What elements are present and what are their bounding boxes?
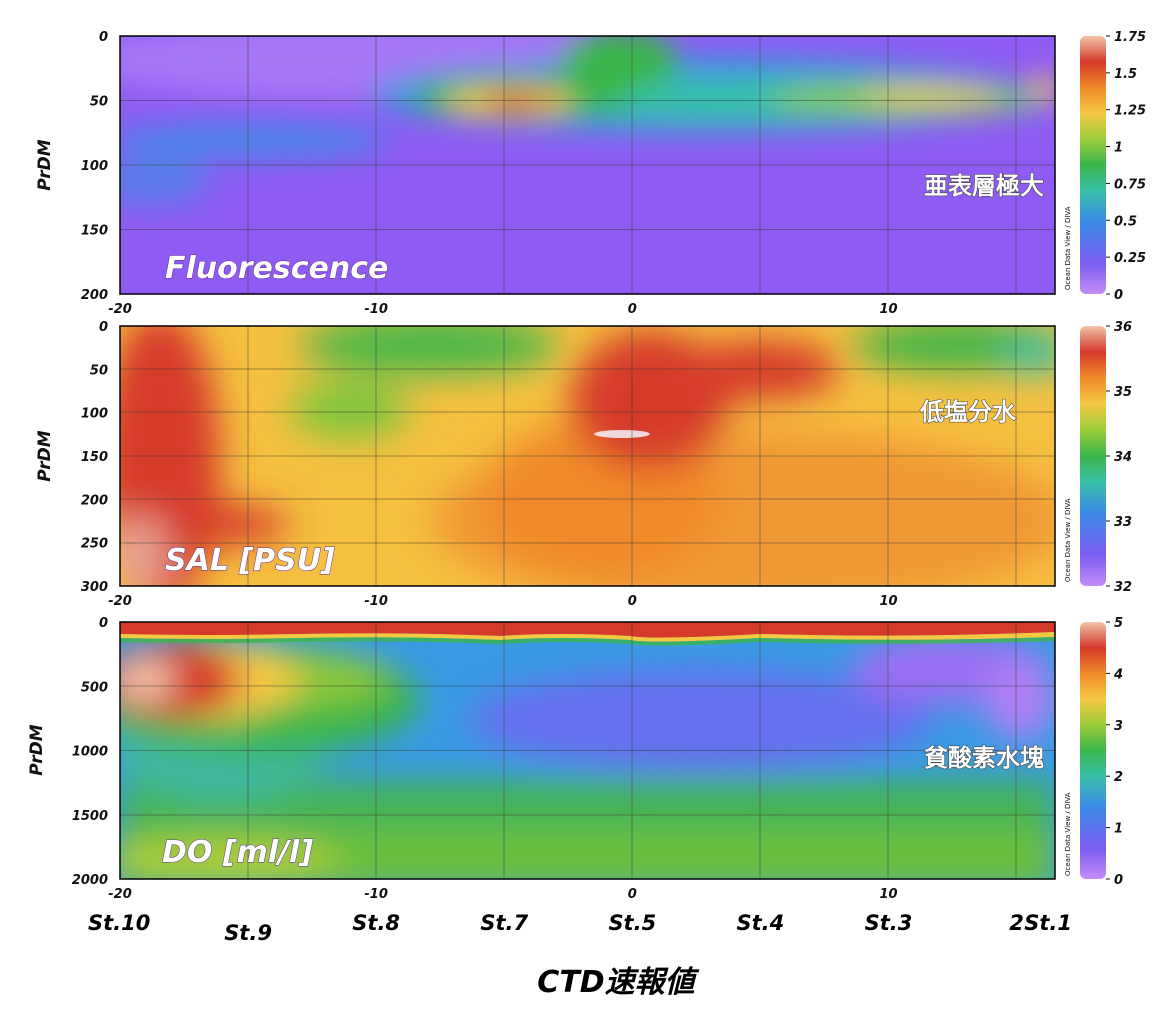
fluorescence-frame (119, 35, 1056, 295)
fluorescence-x-ticks: -20 -10 0 10 (108, 302, 897, 317)
y-tick-label: 0 (99, 616, 108, 631)
colorbar-tick-label: 2 (1114, 770, 1123, 785)
y-tick-label: 1500 (72, 809, 108, 824)
y-tick-label: 50 (90, 363, 108, 378)
salinity-y-ticks: 0 50 100 150 200 250 300 (81, 320, 108, 595)
colorbar-tick-label: 35 (1114, 385, 1132, 400)
do-frame (119, 621, 1056, 880)
colorbar-tick-label: 3 (1114, 719, 1123, 734)
x-tick-label: -10 (364, 594, 388, 609)
y-tick-label: 150 (81, 224, 108, 239)
fluorescence-grid (120, 36, 1055, 294)
x-tick-label: -20 (108, 594, 132, 609)
salinity-colorbar-ticks: 32 33 34 35 36 (1106, 320, 1132, 595)
colorbar-tick-label: 0 (1114, 873, 1123, 888)
colorbar-tick-label: 1.5 (1114, 67, 1137, 82)
fluorescence-credit: Ocean Data View / DIVA (1064, 206, 1072, 290)
do-annotation: 貧酸素水塊 (924, 744, 1044, 772)
y-tick-label: 50 (90, 95, 108, 110)
y-tick-label: 200 (81, 493, 108, 508)
do-title: DO [ml/l] (162, 835, 313, 870)
station-label: St.5 (608, 911, 656, 935)
do-credit: Ocean Data View / DIVA (1064, 792, 1072, 876)
colorbar-tick-label: 1 (1114, 822, 1123, 837)
do-y-ticks: 0 500 1000 1500 2000 (72, 616, 108, 888)
colorbar-tick-label: 34 (1114, 450, 1132, 465)
x-tick-label: 0 (628, 887, 637, 902)
y-tick-label: 500 (81, 680, 108, 695)
colorbar-tick-label: 32 (1114, 580, 1132, 595)
colorbar-tick-label: 33 (1114, 515, 1132, 530)
y-tick-label: 2000 (72, 873, 108, 888)
do-ylabel: PrDM (27, 724, 47, 775)
x-tick-label: -20 (108, 302, 132, 317)
y-tick-label: 100 (81, 407, 108, 422)
colorbar-tick-label: 5 (1114, 616, 1123, 631)
fluorescence-colorbar (1080, 36, 1106, 294)
y-tick-label: 150 (81, 450, 108, 465)
colorbar-tick-label: 1 (1114, 141, 1123, 156)
station-label: St.3 (865, 911, 913, 935)
x-tick-label: 10 (879, 302, 897, 317)
salinity-colorbar (1080, 326, 1106, 586)
x-tick-label: -20 (108, 887, 132, 902)
colorbar-tick-label: 36 (1114, 320, 1132, 335)
y-tick-label: 300 (81, 580, 108, 595)
y-tick-label: 250 (81, 537, 108, 552)
y-tick-label: 0 (99, 320, 108, 335)
fluorescence-annotation: 亜表層極大 (924, 172, 1044, 200)
station-label: 2 (1009, 911, 1024, 935)
fluorescence-title: Fluorescence (165, 251, 388, 286)
salinity-annotation: 低塩分水 (919, 398, 1017, 426)
fluorescence-ylabel: PrDM (35, 139, 55, 190)
x-tick-label: 10 (879, 887, 897, 902)
x-tick-label: 10 (879, 594, 897, 609)
x-tick-label: 0 (628, 302, 637, 317)
fluorescence-colorbar-ticks: 0 0.25 0.5 0.75 1 1.25 1.5 1.75 (1106, 30, 1146, 303)
colorbar-tick-label: 0.5 (1114, 214, 1137, 229)
y-tick-label: 100 (81, 159, 108, 174)
y-tick-label: 0 (99, 30, 108, 45)
station-label: St.4 (737, 911, 785, 935)
colorbar-tick-label: 0.75 (1114, 177, 1146, 192)
fluorescence-y-ticks: 0 50 100 150 200 (81, 30, 108, 303)
do-colorbar (1080, 622, 1106, 879)
salinity-x-ticks: -20 -10 0 10 (108, 594, 897, 609)
y-tick-label: 1000 (72, 745, 108, 760)
y-tick-label: 200 (81, 288, 108, 303)
station-label: St.8 (352, 911, 400, 935)
panel-salinity: 0 50 100 150 200 250 300 -20 -10 0 10 PrDM SAL [P… (35, 320, 1132, 609)
station-labels: St.10 St.9 St.8 St.7 St.5 St.4 St.3 2 St.1 (88, 911, 1072, 945)
salinity-title: SAL [PSU] (165, 543, 335, 578)
x-tick-label: 0 (628, 594, 637, 609)
colorbar-tick-label: 1.75 (1114, 30, 1146, 45)
salinity-ylabel: PrDM (35, 430, 55, 481)
do-colorbar-ticks: 0 1 2 3 4 5 (1106, 616, 1123, 888)
colorbar-tick-label: 0.25 (1114, 251, 1146, 266)
colorbar-tick-label: 1.25 (1114, 104, 1146, 119)
station-label: St.1 (1024, 911, 1072, 935)
station-label: St.7 (480, 911, 528, 935)
salinity-frame (119, 325, 1056, 587)
figure-title: CTD速報値 (537, 965, 699, 1000)
salinity-credit: Ocean Data View / DIVA (1064, 498, 1072, 582)
x-tick-label: -10 (364, 302, 388, 317)
salinity-grid (120, 326, 1055, 586)
colorbar-tick-label: 4 (1113, 667, 1123, 682)
x-tick-label: -10 (364, 887, 388, 902)
station-label: St.9 (224, 921, 272, 945)
station-label: St.10 (88, 911, 150, 935)
do-grid (120, 622, 1055, 879)
colorbar-tick-label: 0 (1114, 288, 1123, 303)
do-x-ticks: -20 -10 0 10 (108, 887, 897, 902)
